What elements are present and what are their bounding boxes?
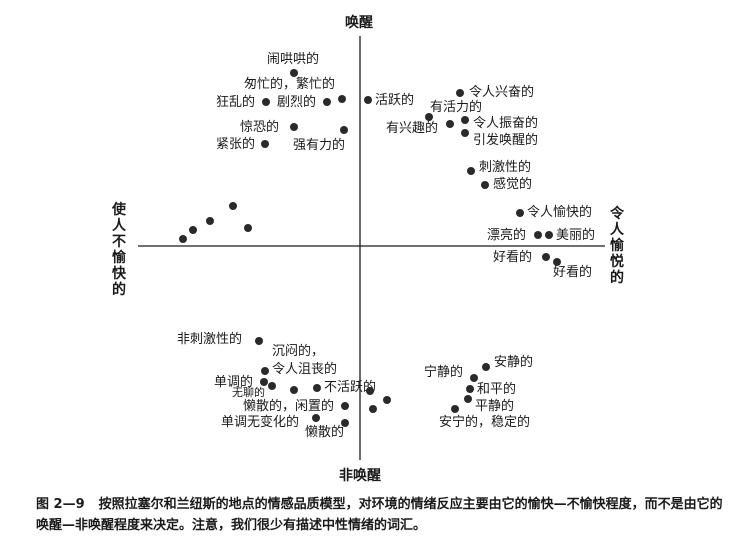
label-lingrenxingfen: 令人兴奋的: [469, 85, 535, 100]
label-lingrenjusang: 令人沮丧的: [272, 362, 338, 377]
label-yinfahuanxing: 引发唤醒的: [473, 133, 539, 148]
label-qiangyouli: 强有力的: [293, 138, 346, 153]
dot-dandiao-2: [268, 382, 276, 390]
label-congmang: 匆忙的，繁忙的: [244, 77, 336, 92]
label-gandjue: 感觉的: [493, 177, 533, 192]
dot-youhuoli: [425, 113, 433, 121]
dot-unlabeled-1: [179, 235, 187, 243]
label-lingrenzhenfen: 令人振奋的: [473, 116, 539, 131]
dot-qiangyouli: [340, 126, 348, 134]
label-dandiao: 单调的: [214, 375, 254, 390]
dot-anning: [451, 405, 459, 413]
dot-lansan-1: [341, 402, 349, 410]
label-kuangluan: 狂乱的: [216, 95, 256, 110]
dot-lansan-1b: [369, 405, 377, 413]
axis-label-left: 使人不愉快的: [112, 202, 126, 298]
dot-unlabeled-3: [206, 217, 214, 225]
dot-cijixing: [467, 167, 475, 175]
label-jingkong: 惊恐的: [240, 120, 280, 135]
label-dandiaowubianhua: 单调无变化的: [221, 415, 300, 430]
label-feicijixing: 非刺激性的: [177, 332, 243, 347]
axis-label-top: 唤醒: [345, 15, 373, 31]
label-naohonghong: 闹哄哄的: [267, 52, 320, 67]
dot-piaoliang: [534, 231, 542, 239]
dot-feicijixing: [255, 337, 263, 345]
dot-anjing: [482, 363, 490, 371]
dot-lansan-1c: [383, 396, 391, 404]
label-meili: 美丽的: [556, 228, 596, 243]
axis-label-right: 令人愉悦的: [610, 206, 624, 286]
dot-kuangluan: [262, 98, 270, 106]
dot-dandiao: [260, 378, 268, 386]
label-anning: 安宁的，稳定的: [439, 415, 531, 430]
label-lingrenyukuai: 令人愉快的: [527, 205, 593, 220]
dot-meili: [545, 231, 553, 239]
dot-gandjue: [481, 181, 489, 189]
dot-congmang: [338, 95, 346, 103]
label-cijixing: 刺激性的: [479, 160, 532, 175]
dot-jingkong: [290, 123, 298, 131]
label-ningjing: 宁静的: [424, 365, 464, 380]
dot-naohonghong: [290, 69, 298, 77]
dot-jinzhang: [261, 140, 269, 148]
dot-unlabeled-5: [244, 224, 252, 232]
label-heping: 和平的: [477, 382, 517, 397]
dot-lingrenyukuai: [516, 209, 524, 217]
label-lansan-1: 懒散的，闲置的: [243, 399, 335, 414]
dot-pingjing: [464, 395, 472, 403]
label-youhuoli: 有活力的: [430, 100, 483, 115]
dot-huoyue: [364, 96, 372, 104]
dot-heping: [466, 385, 474, 393]
dot-unlabeled-4: [229, 202, 237, 210]
dot-lingrenjusang: [261, 367, 269, 375]
dot-unlabeled-2: [189, 226, 197, 234]
label-anjing: 安静的: [494, 355, 534, 370]
dot-wuliao: [290, 386, 298, 394]
dot-lingrenxingfen: [456, 89, 464, 97]
label-piaoliang: 漂亮的: [487, 228, 527, 243]
label-chenmen: 沉闷的，: [272, 344, 325, 359]
label-youxingqu: 有兴趣的: [386, 121, 439, 136]
axis-label-bottom: 非唤醒: [339, 468, 381, 484]
dot-ningjing: [470, 374, 478, 382]
axes: [138, 36, 605, 460]
dot-buhuoyue: [313, 384, 321, 392]
dot-haokan-2: [553, 258, 561, 266]
label-haokan-1: 好看的: [493, 250, 533, 265]
label-pingjing: 平静的: [475, 399, 515, 414]
dot-lingrenzhenfen: [461, 116, 469, 124]
dot-julie: [323, 98, 331, 106]
label-haokan-2: 好看的: [553, 265, 593, 280]
label-buhuoyue: 不活跃的: [324, 380, 377, 395]
caption-text: 按照拉塞尔和兰纽斯的地点的情感品质模型，对环境的情绪反应主要由它的愉快—不愉快程…: [36, 497, 723, 533]
figure-caption: 图 2—9 按照拉塞尔和兰纽斯的地点的情感品质模型，对环境的情绪反应主要由它的愉快…: [36, 494, 726, 536]
circumplex-figure: 唤醒 非唤醒 使人不愉快的 令人愉悦的 闹哄哄的 匆忙的，繁忙的 狂乱的 剧烈的…: [112, 15, 624, 484]
dot-youxingqu: [446, 120, 454, 128]
label-jinzhang: 紧张的: [216, 137, 256, 152]
dot-lansan-2: [341, 419, 349, 427]
dot-dandiaowubianhua: [312, 414, 320, 422]
dot-haokan-1: [542, 253, 550, 261]
label-julie: 剧烈的: [277, 95, 317, 110]
label-huoyue: 活跃的: [375, 93, 415, 108]
dot-buhuoyue-2: [366, 387, 374, 395]
caption-number: 图 2—9: [36, 497, 85, 512]
label-wuliao: 无聊的: [232, 386, 265, 399]
label-lansan-2: 懒散的: [305, 425, 345, 440]
dot-yinfahuanxing: [461, 129, 469, 137]
